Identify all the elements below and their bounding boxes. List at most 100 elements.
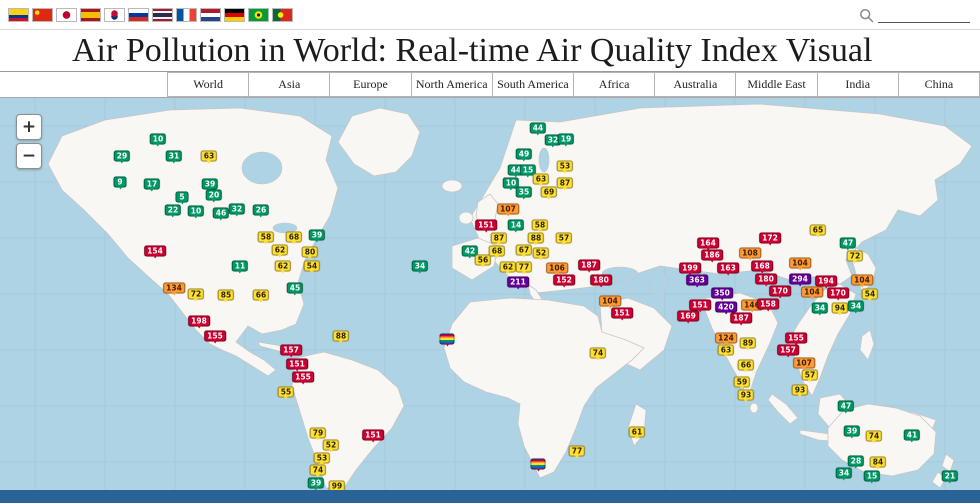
aqi-marker[interactable]: 77 bbox=[568, 445, 586, 459]
germany-flag[interactable] bbox=[224, 7, 245, 22]
aqi-marker[interactable]: 104 bbox=[789, 257, 811, 271]
aqi-marker[interactable]: 22 bbox=[164, 204, 182, 218]
aqi-marker[interactable]: 420 bbox=[715, 301, 737, 315]
russia-flag[interactable] bbox=[128, 7, 149, 22]
aqi-marker[interactable]: 39 bbox=[308, 229, 326, 243]
aqi-marker[interactable]: 57 bbox=[801, 369, 819, 383]
aqi-marker[interactable] bbox=[530, 458, 546, 472]
aqi-marker[interactable]: 168 bbox=[751, 260, 773, 274]
aqi-marker[interactable]: 46 bbox=[212, 207, 230, 221]
aqi-marker[interactable]: 350 bbox=[711, 287, 733, 301]
aqi-marker[interactable]: 39 bbox=[201, 178, 219, 192]
aqi-marker[interactable]: 163 bbox=[717, 262, 739, 276]
aqi-marker[interactable]: 164 bbox=[697, 237, 719, 251]
aqi-marker[interactable]: 152 bbox=[553, 274, 575, 288]
aqi-marker[interactable]: 62 bbox=[274, 260, 292, 274]
aqi-marker[interactable]: 47 bbox=[837, 400, 855, 414]
aqi-marker[interactable]: 31 bbox=[165, 150, 183, 164]
aqi-marker[interactable]: 61 bbox=[628, 426, 646, 440]
aqi-marker[interactable]: 52 bbox=[532, 247, 550, 261]
aqi-marker[interactable]: 107 bbox=[497, 203, 519, 217]
aqi-marker[interactable]: 57 bbox=[555, 232, 573, 246]
aqi-marker[interactable]: 53 bbox=[556, 160, 574, 174]
aqi-marker[interactable]: 94 bbox=[831, 302, 849, 316]
aqi-marker[interactable]: 104 bbox=[801, 286, 823, 300]
aqi-marker[interactable]: 180 bbox=[590, 274, 612, 288]
aqi-marker[interactable]: 54 bbox=[861, 288, 879, 302]
aqi-marker[interactable]: 63 bbox=[200, 150, 218, 164]
tab-south-america[interactable]: South America bbox=[491, 72, 575, 97]
aqi-marker[interactable]: 88 bbox=[527, 232, 545, 246]
aqi-marker[interactable]: 10 bbox=[149, 133, 167, 147]
aqi-marker[interactable]: 10 bbox=[187, 205, 205, 219]
aqi-marker[interactable]: 9 bbox=[113, 176, 127, 190]
aqi-marker[interactable]: 55 bbox=[277, 386, 295, 400]
aqi-marker[interactable]: 63 bbox=[532, 173, 550, 187]
tab-india[interactable]: India bbox=[816, 72, 899, 97]
aqi-marker[interactable]: 72 bbox=[846, 250, 864, 264]
aqi-marker[interactable]: 187 bbox=[578, 259, 600, 273]
aqi-marker[interactable]: 99 bbox=[328, 480, 346, 490]
aqi-marker[interactable]: 69 bbox=[540, 186, 558, 200]
aqi-marker[interactable]: 66 bbox=[252, 289, 270, 303]
aqi-marker[interactable]: 28 bbox=[847, 455, 865, 469]
aqi-marker[interactable]: 77 bbox=[515, 261, 533, 275]
aqi-marker[interactable]: 124 bbox=[715, 332, 737, 346]
aqi-marker[interactable]: 151 bbox=[689, 299, 711, 313]
colombia-flag[interactable] bbox=[8, 7, 29, 22]
aqi-marker[interactable]: 79 bbox=[309, 427, 327, 441]
japan-flag[interactable] bbox=[56, 7, 77, 22]
tab-australia[interactable]: Australia bbox=[654, 72, 737, 97]
aqi-marker[interactable]: 41 bbox=[903, 429, 921, 443]
aqi-marker[interactable]: 157 bbox=[280, 344, 302, 358]
aqi-marker[interactable] bbox=[439, 333, 455, 347]
aqi-marker[interactable]: 93 bbox=[737, 389, 755, 403]
aqi-marker[interactable]: 68 bbox=[488, 245, 506, 259]
aqi-marker[interactable]: 186 bbox=[701, 249, 723, 263]
aqi-marker[interactable]: 26 bbox=[252, 204, 270, 218]
aqi-marker[interactable]: 151 bbox=[362, 429, 384, 443]
aqi-marker[interactable]: 134 bbox=[163, 282, 185, 296]
aqi-marker[interactable]: 56 bbox=[474, 254, 492, 268]
aqi-marker[interactable]: 15 bbox=[863, 470, 881, 484]
tab-world[interactable]: World bbox=[167, 72, 250, 97]
aqi-marker[interactable]: 93 bbox=[791, 384, 809, 398]
tab-china[interactable]: China bbox=[897, 72, 980, 97]
aqi-marker[interactable]: 11 bbox=[231, 260, 249, 274]
aqi-marker[interactable]: 155 bbox=[292, 371, 314, 385]
aqi-marker[interactable]: 157 bbox=[777, 344, 799, 358]
aqi-marker[interactable]: 39 bbox=[307, 477, 325, 490]
aqi-marker[interactable]: 47 bbox=[839, 237, 857, 251]
search-input[interactable] bbox=[878, 6, 970, 23]
portugal-flag[interactable] bbox=[272, 7, 293, 22]
aqi-marker[interactable]: 49 bbox=[515, 148, 533, 162]
tab-north-america[interactable]: North America bbox=[410, 72, 493, 97]
aqi-marker[interactable]: 59 bbox=[733, 376, 751, 390]
aqi-marker[interactable]: 35 bbox=[515, 186, 533, 200]
aqi-marker[interactable]: 21 bbox=[941, 470, 959, 484]
aqi-marker[interactable]: 172 bbox=[759, 232, 781, 246]
tab-europe[interactable]: Europe bbox=[329, 72, 412, 97]
aqi-marker[interactable]: 88 bbox=[332, 330, 350, 344]
aqi-marker[interactable]: 198 bbox=[188, 315, 210, 329]
aqi-marker[interactable]: 53 bbox=[313, 452, 331, 466]
aqi-marker[interactable]: 158 bbox=[757, 298, 779, 312]
aqi-marker[interactable]: 108 bbox=[739, 247, 761, 261]
south-korea-flag[interactable] bbox=[104, 7, 125, 22]
aqi-marker[interactable]: 89 bbox=[739, 337, 757, 351]
spain-flag[interactable] bbox=[80, 7, 101, 22]
aqi-marker[interactable]: 67 bbox=[515, 244, 533, 258]
aqi-marker[interactable]: 42 bbox=[461, 245, 479, 259]
aqi-marker[interactable]: 106 bbox=[546, 262, 568, 276]
aqi-marker[interactable]: 87 bbox=[490, 232, 508, 246]
aqi-marker[interactable]: 45 bbox=[286, 282, 304, 296]
aqi-marker[interactable]: 54 bbox=[303, 260, 321, 274]
aqi-marker[interactable]: 68 bbox=[285, 231, 303, 245]
aqi-marker[interactable]: 34 bbox=[811, 302, 829, 316]
zoom-out-button[interactable]: − bbox=[16, 143, 42, 169]
thailand-flag[interactable] bbox=[152, 7, 173, 22]
aqi-marker[interactable]: 5 bbox=[175, 191, 189, 205]
aqi-marker[interactable]: 107 bbox=[793, 357, 815, 371]
aqi-marker[interactable]: 363 bbox=[686, 274, 708, 288]
aqi-marker[interactable]: 84 bbox=[869, 456, 887, 470]
